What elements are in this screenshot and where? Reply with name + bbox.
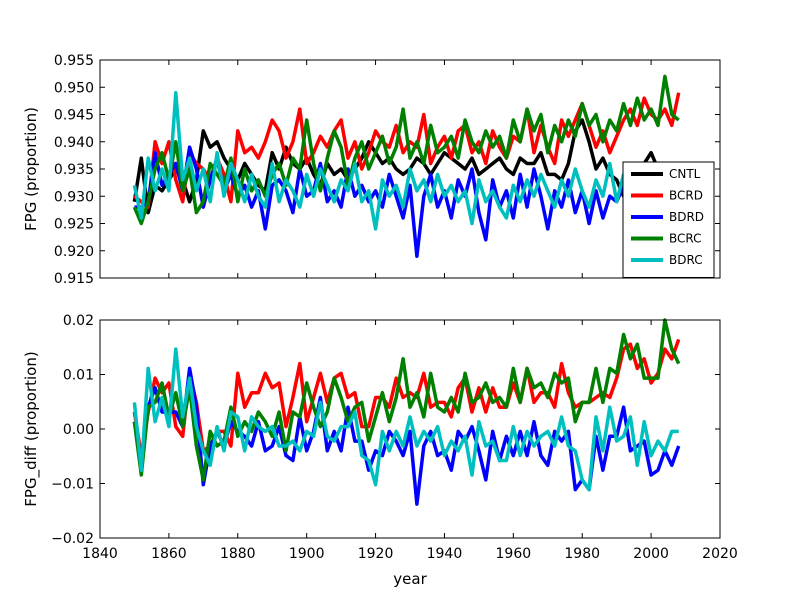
legend-label-cntl: CNTL [669,167,701,181]
x-tick-label: 1860 [151,546,187,562]
series-line-bdrc [132,347,679,492]
y-tick-label: −0.01 [51,477,94,493]
y-tick-label: 0.930 [54,189,94,205]
y-tick-label: 0.925 [54,217,94,233]
legend-label-bcrd: BCRD [669,189,703,203]
x-tick-label: 1840 [82,546,118,562]
y-tick-label: 0.945 [54,108,94,124]
x-tick-label: 1900 [289,546,325,562]
y-tick-label: 0.01 [63,368,94,384]
x-tick-label: 1980 [564,546,600,562]
x-tick-label: 1920 [358,546,394,562]
legend-label-bcrc: BCRC [669,232,702,246]
series-line-cntl [132,118,681,215]
legend-label-bdrc: BDRC [669,253,703,267]
bottom-panel: −0.02 −0.01 0.00 0.01 0.02 1840 1860 1880 1900 19… [22,313,738,588]
y-tick-label: −0.02 [51,531,94,547]
y-tick-label: 0.02 [63,313,94,329]
legend-label-bdrd: BDRD [669,210,704,224]
y-tick-label: 0.920 [54,244,94,260]
x-tick-label: 2020 [702,546,738,562]
top-panel: 0.915 0.920 0.925 0.930 0.935 0.940 0.945 0.950… [22,53,721,287]
series-line-bdrc [132,90,681,231]
y-tick-label: 0.955 [54,53,94,69]
y-tick-label: 0.935 [54,162,94,178]
y-tick-label: 0.940 [54,135,94,151]
x-tick-label: 1880 [220,546,256,562]
y-tick-label: 0.915 [54,271,94,287]
series-line-bcrc [132,74,680,226]
y-tick-label: 0.950 [54,80,94,96]
y-axis-label: FPG_diff (proportion) [22,351,41,506]
x-tick-label: 1960 [496,546,532,562]
x-axis-label: year [393,570,427,588]
legend: CNTL BCRD BDRD BCRC BDRC [622,161,715,278]
x-tick-label: 2000 [633,546,669,562]
y-tick-label: 0.00 [63,422,94,438]
series-line-bcrc [132,318,681,482]
x-tick-label: 1940 [427,546,463,562]
y-axis-label: FPG (proportion) [22,107,40,231]
